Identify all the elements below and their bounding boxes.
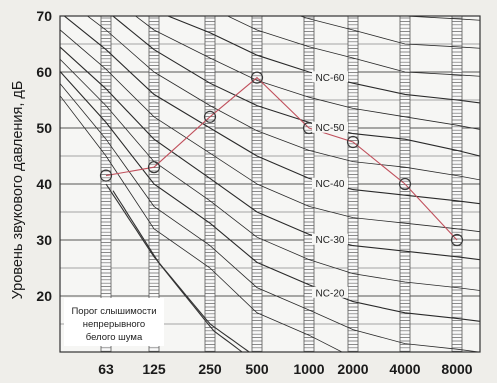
x-tick-label: 4000 [389, 361, 420, 377]
annotation-box [64, 298, 164, 346]
threshold-curve-inner [112, 190, 243, 352]
threshold-curve-outer [105, 183, 251, 352]
data-point-63 [99, 169, 113, 182]
labels: NC-60 NC-50 NC-40 NC-30 NC-20 Порог слышимост… [64, 71, 348, 346]
nc-curve-minor [86, 16, 480, 181]
nc-curve-nc-40 [63, 16, 480, 205]
data-point-4000 [398, 177, 412, 191]
band-column [204, 15, 216, 353]
band-hatching [304, 17, 314, 352]
annotation-line: белого шума [86, 332, 143, 343]
nc-label-nc-20: NC-20 [316, 288, 345, 299]
y-axis-title: Уровень звукового давления, дБ [10, 81, 26, 300]
measured-series [99, 71, 464, 247]
y-tick-label: 30 [36, 232, 52, 248]
x-tick-label: 8000 [441, 361, 472, 377]
threshold-annotation: Порог слышимости непрерывного белого шума [64, 298, 164, 346]
nc-curve-minor [60, 29, 480, 233]
x-tick-label: 2000 [337, 361, 368, 377]
y-tick-label: 60 [36, 64, 52, 80]
nc-label-bg [312, 121, 348, 133]
x-tick-label: 500 [245, 361, 269, 377]
nc-label-bg [312, 233, 348, 245]
nc-label-bg [312, 177, 348, 189]
y-tick-label: 70 [36, 8, 52, 24]
hearing-threshold [105, 183, 251, 352]
nc-curve-minor [60, 82, 480, 352]
annotation-line: непрерывного [83, 319, 145, 330]
nc-label-bg [312, 71, 348, 83]
nc-label-nc-50: NC-50 [316, 123, 345, 134]
band-hatching [452, 17, 462, 352]
nc-curve-minor [134, 16, 480, 130]
data-point-2000 [346, 135, 360, 149]
band-hatching [348, 17, 358, 352]
nc-curve-nc-60 [166, 16, 480, 104]
nc-curve-nc-50 [111, 16, 480, 157]
band-250 [204, 15, 216, 353]
x-tick-label: 63 [98, 361, 114, 377]
nc-label-nc-30: NC-30 [316, 235, 345, 246]
x-tick-label: 250 [198, 361, 222, 377]
x-tick-label: 125 [142, 361, 166, 377]
data-point-8000 [450, 233, 464, 247]
nc-curve-minor [403, 16, 480, 21]
data-point-500 [250, 71, 264, 84]
nc-curves [60, 16, 480, 352]
y-tick-label: 50 [36, 120, 52, 136]
data-point-125 [147, 161, 161, 174]
nc-curve-nc-20 [60, 70, 480, 322]
nc-curve-minor [226, 16, 480, 77]
nc-label-nc-60: NC-60 [316, 73, 345, 84]
annotation-line: Порог слышимости [71, 306, 156, 317]
band-column [451, 15, 463, 353]
band-8000 [451, 15, 463, 353]
nc-curve-minor [299, 16, 480, 49]
plot-frame [59, 15, 481, 353]
nc-curve-nc-30 [60, 46, 480, 261]
series-line [105, 76, 458, 241]
nc-label-nc-40: NC-40 [316, 179, 345, 190]
x-tick-label: 1000 [293, 361, 324, 377]
y-tick-label: 20 [36, 288, 52, 304]
nc-label-bg [312, 286, 348, 298]
nc-curve-minor [60, 58, 480, 291]
y-tick-label: 40 [36, 176, 52, 192]
nc-curve-minor [60, 95, 343, 352]
data-point-250 [203, 110, 217, 123]
band-hatching [205, 17, 215, 352]
axes: 20 30 40 50 60 70 63 125 250 500 1000 2000 4000 8000 У… [10, 8, 481, 377]
